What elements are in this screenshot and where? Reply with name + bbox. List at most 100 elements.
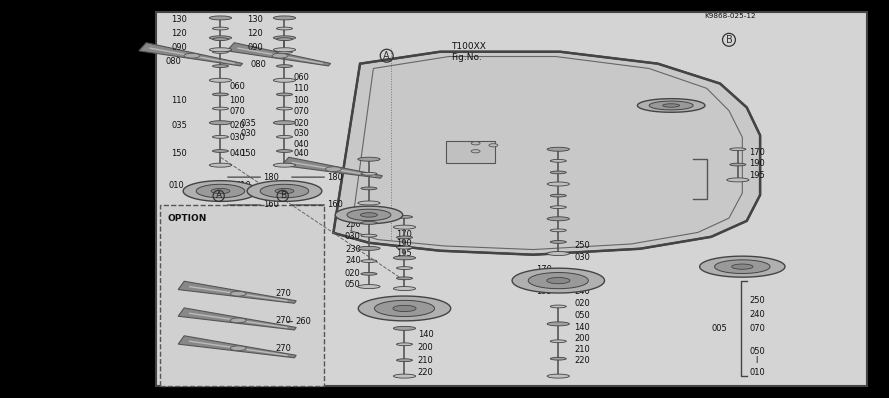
Text: 240: 240 — [345, 256, 361, 265]
Text: 020: 020 — [574, 299, 590, 308]
Text: l: l — [756, 356, 758, 365]
Text: 240: 240 — [749, 310, 765, 319]
Text: 230: 230 — [574, 275, 590, 284]
Polygon shape — [212, 188, 229, 194]
Ellipse shape — [274, 48, 295, 52]
Ellipse shape — [396, 277, 412, 280]
Ellipse shape — [548, 322, 569, 326]
Ellipse shape — [730, 163, 746, 166]
Text: 035: 035 — [240, 119, 256, 128]
Polygon shape — [178, 336, 296, 358]
Ellipse shape — [212, 135, 228, 138]
Text: 020: 020 — [229, 121, 245, 130]
Ellipse shape — [212, 27, 228, 30]
Ellipse shape — [393, 256, 416, 260]
Text: Fig.No.: Fig.No. — [451, 53, 482, 62]
Text: 110: 110 — [293, 84, 309, 93]
Ellipse shape — [212, 93, 228, 96]
Text: B: B — [280, 191, 285, 200]
Text: 080: 080 — [165, 57, 181, 66]
Ellipse shape — [210, 36, 231, 40]
Text: 035: 035 — [172, 121, 188, 130]
Text: 100: 100 — [293, 96, 309, 105]
Text: A: A — [216, 191, 221, 200]
Text: 030: 030 — [574, 254, 590, 262]
Ellipse shape — [276, 38, 292, 41]
Ellipse shape — [212, 65, 228, 68]
Polygon shape — [528, 273, 589, 289]
Ellipse shape — [550, 171, 566, 174]
Polygon shape — [347, 209, 391, 220]
Text: 160: 160 — [327, 201, 343, 209]
Text: B: B — [725, 35, 733, 45]
Ellipse shape — [550, 229, 566, 232]
Ellipse shape — [210, 163, 231, 167]
Ellipse shape — [325, 167, 341, 172]
Ellipse shape — [212, 107, 228, 110]
Text: 040: 040 — [229, 149, 245, 158]
Text: 250: 250 — [749, 296, 765, 305]
Ellipse shape — [274, 78, 295, 82]
Text: 150: 150 — [172, 149, 188, 158]
Text: 050: 050 — [749, 347, 765, 355]
Ellipse shape — [272, 53, 288, 58]
Text: 020: 020 — [293, 119, 309, 128]
Ellipse shape — [396, 216, 412, 218]
Text: 180: 180 — [263, 173, 279, 181]
Text: 210: 210 — [418, 356, 434, 365]
Text: 120: 120 — [172, 29, 188, 37]
Polygon shape — [547, 277, 570, 284]
Text: 010: 010 — [169, 181, 185, 189]
Text: A: A — [383, 51, 390, 61]
Polygon shape — [333, 52, 760, 255]
Polygon shape — [358, 296, 451, 321]
Text: T100XX: T100XX — [451, 43, 485, 51]
Text: 070: 070 — [293, 107, 309, 116]
Text: 030: 030 — [240, 129, 256, 138]
Polygon shape — [374, 300, 435, 316]
Ellipse shape — [276, 65, 292, 68]
Text: 250: 250 — [574, 242, 590, 250]
Ellipse shape — [489, 144, 498, 147]
Text: 060: 060 — [229, 82, 245, 91]
Ellipse shape — [276, 93, 292, 96]
Ellipse shape — [471, 142, 480, 145]
Ellipse shape — [550, 340, 566, 343]
Ellipse shape — [276, 135, 292, 138]
Text: 020: 020 — [345, 269, 361, 277]
Text: 270: 270 — [276, 316, 292, 325]
Ellipse shape — [276, 27, 292, 30]
Ellipse shape — [550, 240, 566, 243]
Ellipse shape — [548, 252, 569, 256]
Ellipse shape — [396, 236, 412, 239]
Ellipse shape — [396, 343, 412, 345]
Text: 170: 170 — [749, 148, 765, 156]
Ellipse shape — [210, 121, 231, 125]
Ellipse shape — [361, 187, 377, 190]
Text: 030: 030 — [293, 129, 309, 138]
Ellipse shape — [548, 147, 569, 151]
Ellipse shape — [396, 246, 412, 249]
Polygon shape — [260, 184, 308, 198]
Ellipse shape — [357, 201, 380, 205]
Text: 130: 130 — [172, 16, 188, 24]
Polygon shape — [183, 181, 258, 201]
Text: 040: 040 — [293, 149, 309, 158]
Ellipse shape — [184, 53, 200, 58]
Bar — [446, 141, 495, 163]
Ellipse shape — [276, 150, 292, 152]
Ellipse shape — [274, 163, 295, 167]
Text: 190: 190 — [396, 240, 412, 248]
Text: 010: 010 — [749, 368, 765, 377]
Ellipse shape — [550, 305, 566, 308]
Ellipse shape — [276, 51, 292, 53]
Polygon shape — [715, 260, 770, 273]
Polygon shape — [227, 43, 331, 66]
Text: 210: 210 — [574, 345, 590, 354]
Text: 050: 050 — [345, 280, 361, 289]
Ellipse shape — [212, 150, 228, 152]
Polygon shape — [335, 206, 403, 224]
Ellipse shape — [393, 225, 416, 229]
Text: 260: 260 — [295, 317, 311, 326]
Ellipse shape — [212, 38, 228, 41]
